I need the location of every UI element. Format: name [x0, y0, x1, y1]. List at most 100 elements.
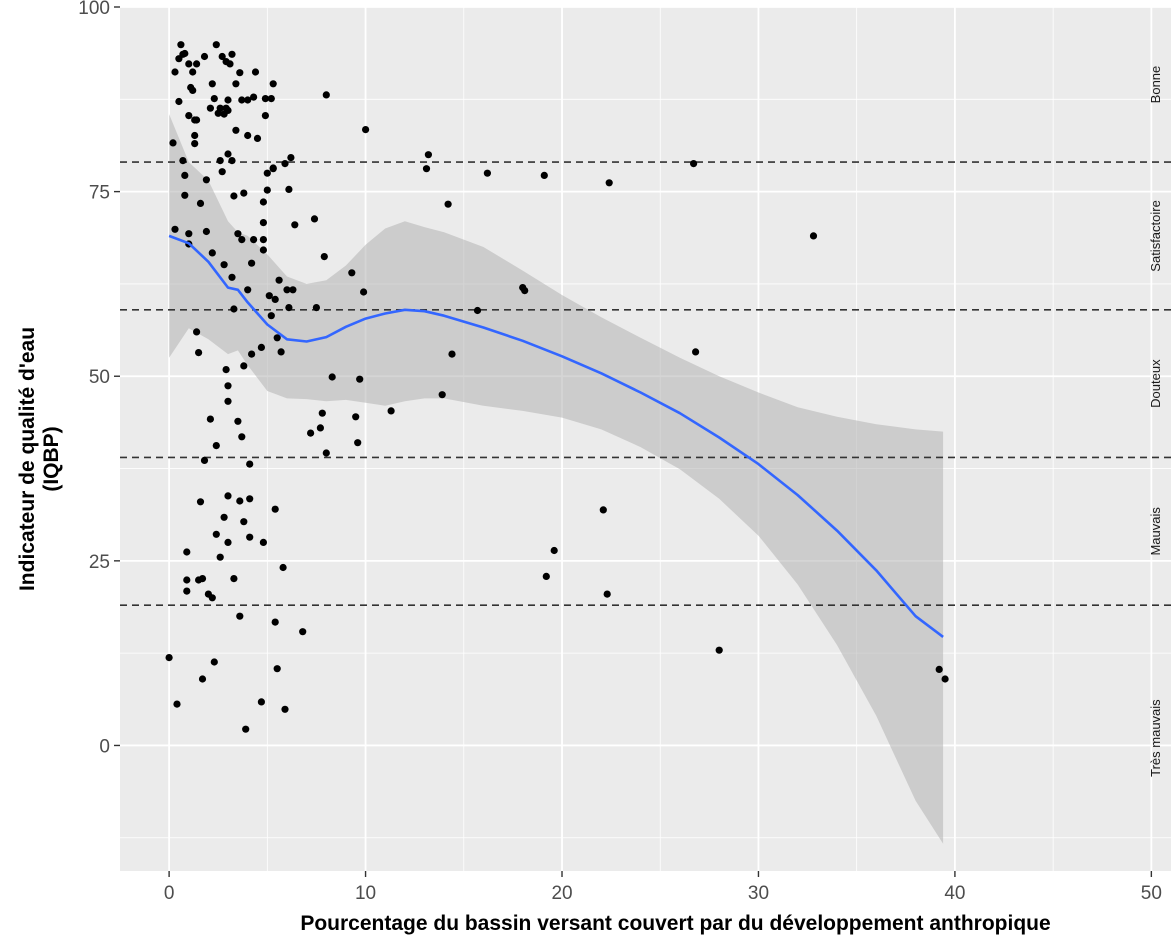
data-point	[248, 351, 255, 358]
data-point	[171, 68, 178, 75]
data-point	[307, 430, 314, 437]
data-point	[272, 296, 279, 303]
data-point	[177, 41, 184, 48]
data-point	[224, 492, 231, 499]
data-point	[181, 172, 188, 179]
data-point	[262, 112, 269, 119]
x-tick-label: 10	[355, 883, 376, 904]
data-point	[329, 373, 336, 380]
data-point	[606, 179, 613, 186]
data-point	[189, 68, 196, 75]
data-point	[246, 461, 253, 468]
data-point	[264, 187, 271, 194]
data-point	[226, 60, 233, 67]
data-point	[260, 198, 267, 205]
data-point	[321, 253, 328, 260]
data-point	[191, 132, 198, 139]
data-point	[185, 230, 192, 237]
data-point	[551, 547, 558, 554]
data-point	[193, 116, 200, 123]
data-point	[291, 221, 298, 228]
x-tick-label: 30	[748, 883, 769, 904]
y-tick-label: 0	[99, 736, 110, 757]
data-point	[313, 304, 320, 311]
y-tick-label: 75	[89, 183, 110, 204]
data-point	[260, 236, 267, 243]
data-point	[425, 151, 432, 158]
y-axis-title-line-2: (IQBP)	[40, 426, 63, 491]
category-label: Mauvais	[1148, 507, 1163, 556]
data-point	[246, 495, 253, 502]
data-point	[317, 424, 324, 431]
y-axis-title-line-1: Indicateur de qualité d'eau	[16, 327, 39, 591]
data-point	[199, 575, 206, 582]
data-point	[183, 576, 190, 583]
data-point	[230, 305, 237, 312]
data-point	[209, 80, 216, 87]
data-point	[272, 506, 279, 513]
data-point	[278, 348, 285, 355]
data-point	[171, 226, 178, 233]
data-point	[224, 96, 231, 103]
data-point	[285, 186, 292, 193]
y-tick-label: 50	[89, 367, 110, 388]
data-point	[201, 457, 208, 464]
data-point	[197, 498, 204, 505]
category-label: Bonne	[1148, 66, 1163, 104]
data-point	[274, 665, 281, 672]
data-point	[246, 534, 253, 541]
data-point	[289, 286, 296, 293]
data-point	[175, 98, 182, 105]
data-point	[260, 219, 267, 226]
data-point	[179, 157, 186, 164]
data-point	[439, 391, 446, 398]
data-point	[388, 407, 395, 414]
y-tick-label: 100	[78, 0, 110, 19]
data-point	[323, 449, 330, 456]
data-point	[604, 591, 611, 598]
data-point	[224, 107, 231, 114]
data-point	[362, 126, 369, 133]
data-point	[217, 157, 224, 164]
y-tick-label: 25	[89, 552, 110, 573]
data-point	[280, 564, 287, 571]
data-point	[224, 398, 231, 405]
data-point	[224, 539, 231, 546]
data-point	[352, 413, 359, 420]
data-point	[217, 554, 224, 561]
x-tick-label: 20	[551, 883, 572, 904]
data-point	[207, 416, 214, 423]
data-point	[810, 232, 817, 239]
data-point	[199, 675, 206, 682]
data-point	[213, 442, 220, 449]
data-point	[250, 236, 257, 243]
data-point	[319, 410, 326, 417]
data-point	[423, 165, 430, 172]
data-point	[258, 698, 265, 705]
data-point	[219, 168, 226, 175]
data-point	[260, 539, 267, 546]
category-label: Très mauvais	[1148, 699, 1163, 777]
data-point	[191, 140, 198, 147]
data-point	[203, 228, 210, 235]
data-point	[252, 68, 259, 75]
data-point	[240, 362, 247, 369]
data-point	[197, 200, 204, 207]
category-label: Douteux	[1148, 359, 1163, 408]
data-point	[690, 160, 697, 167]
data-point	[221, 261, 228, 268]
data-point	[236, 613, 243, 620]
data-point	[716, 647, 723, 654]
x-tick-label: 40	[944, 883, 965, 904]
data-point	[348, 269, 355, 276]
data-point	[242, 726, 249, 733]
data-point	[211, 658, 218, 665]
data-point	[281, 160, 288, 167]
data-point	[250, 94, 257, 101]
data-point	[209, 594, 216, 601]
data-point	[203, 176, 210, 183]
data-point	[244, 286, 251, 293]
data-point	[356, 376, 363, 383]
data-point	[185, 112, 192, 119]
